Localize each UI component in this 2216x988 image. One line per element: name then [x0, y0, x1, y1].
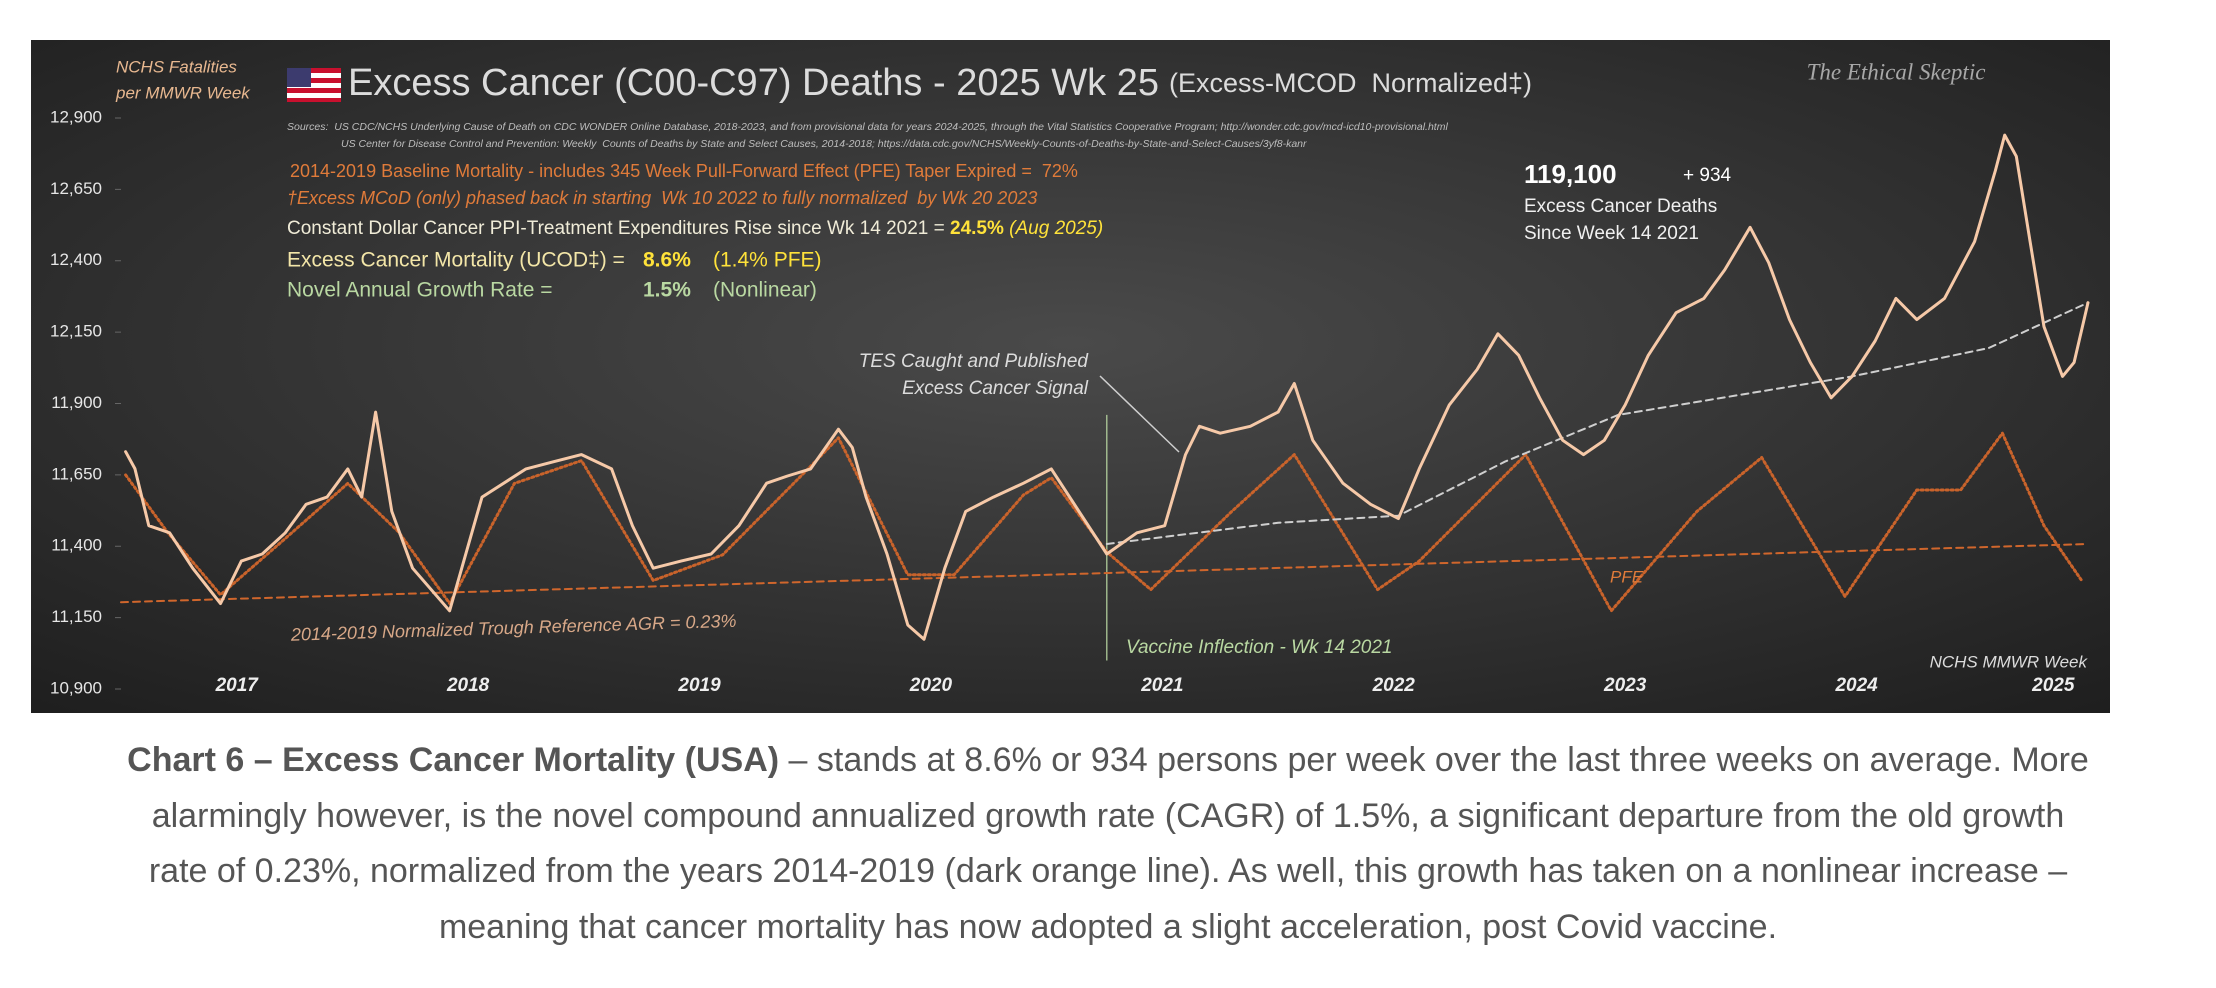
note-text: Constant Dollar Cancer PPI-Treatment Exp… [287, 218, 950, 239]
caption: rate of 0.23%, normalized from the years… [149, 852, 2067, 890]
annotation: Vaccine Inflection - Wk 14 2021 [1126, 637, 1393, 658]
note-text: (Aug 2025) [1004, 218, 1103, 239]
x-tick-label: 2021 [1140, 675, 1183, 696]
x-tick-label: 2020 [909, 675, 953, 696]
y-tick-label: 12,400 [50, 250, 102, 269]
caption: Chart 6 – Excess Cancer Mortality (USA) … [127, 741, 2089, 779]
note: (1.4% PFE) [713, 249, 822, 272]
y-tick-label: 12,650 [50, 179, 102, 198]
note-value: 1.5% [643, 279, 691, 302]
series-line [124, 431, 2083, 613]
note: Excess Cancer Mortality (UCOD‡) = [287, 249, 631, 272]
total-label: Since Week 14 2021 [1524, 223, 1699, 244]
x-tick-label: 2019 [677, 675, 721, 696]
annotation: TES Caught and Published [859, 351, 1090, 372]
callout-line [1099, 375, 1180, 453]
caption: alarmingly however, is the novel compoun… [152, 797, 2065, 835]
note: 2014-2019 Baseline Mortality - includes … [290, 161, 1078, 181]
subtitle: (Excess-MCOD Normalized‡) [1169, 68, 1532, 98]
x-tick-label: 2018 [446, 675, 490, 696]
y-tick-label: 12,150 [50, 322, 102, 341]
plot: 10,900 11,150 11,400 11,650 11,900 12,150 12,4… [50, 107, 2090, 697]
x-tick-label: 2023 [1603, 675, 1647, 696]
annotation: Excess Cancer Signal [902, 378, 1089, 399]
x-axis-label: NCHS MMWR Week [1930, 652, 2089, 671]
chart-frame [31, 40, 2110, 713]
chart-title: Excess Cancer (C00-C97) Deaths - 2025 Wk… [348, 62, 1532, 104]
y-tick-label: 11,650 [51, 464, 102, 483]
note-value: 24.5% [950, 218, 1004, 239]
total-label: Excess Cancer Deaths [1524, 196, 1717, 217]
y-axis-label: NCHS Fatalities [116, 57, 237, 76]
x-tick-label: 2025 [2031, 675, 2075, 696]
y-axis-label: per MMWR Week [115, 83, 251, 102]
source: US Center for Disease Control and Preven… [341, 138, 1307, 150]
note-value: 8.6% [643, 249, 691, 272]
note: Constant Dollar Cancer PPI-Treatment Exp… [287, 218, 1103, 239]
y-tick-label: 11,400 [51, 536, 102, 555]
y-tick-label: 11,900 [51, 393, 102, 412]
caption-bold: Chart 6 – Excess Cancer Mortality (USA) [127, 741, 779, 779]
note: (Nonlinear) [713, 279, 817, 302]
x-tick-label: 2017 [215, 675, 260, 696]
series-line [120, 543, 2089, 604]
note: Novel Annual Growth Rate = [287, 279, 558, 302]
title: Excess Cancer (C00-C97) Deaths - 2025 Wk… [348, 62, 1159, 104]
total-value: 119,100 [1524, 159, 1617, 189]
note: †Excess MCoD (only) phased back in start… [287, 188, 1037, 208]
caption: meaning that cancer mortality has now ad… [439, 908, 1777, 946]
x-tick-label: 2024 [1834, 675, 1878, 696]
x-tick-label: 2022 [1372, 675, 1416, 696]
caption-text: – stands at 8.6% or 934 persons per week… [779, 741, 2089, 779]
series-line [124, 133, 2090, 641]
y-tick-label: 10,900 [50, 678, 102, 697]
y-tick-label: 12,900 [50, 107, 102, 126]
watermark: The Ethical Skeptic [1807, 59, 1986, 84]
total-delta: + 934 [1683, 165, 1732, 186]
source: Sources: US CDC/NCHS Underlying Cause of… [287, 121, 1448, 133]
annotation: PFE [1610, 567, 1644, 586]
y-tick-label: 11,150 [51, 607, 102, 626]
flag [287, 68, 341, 102]
